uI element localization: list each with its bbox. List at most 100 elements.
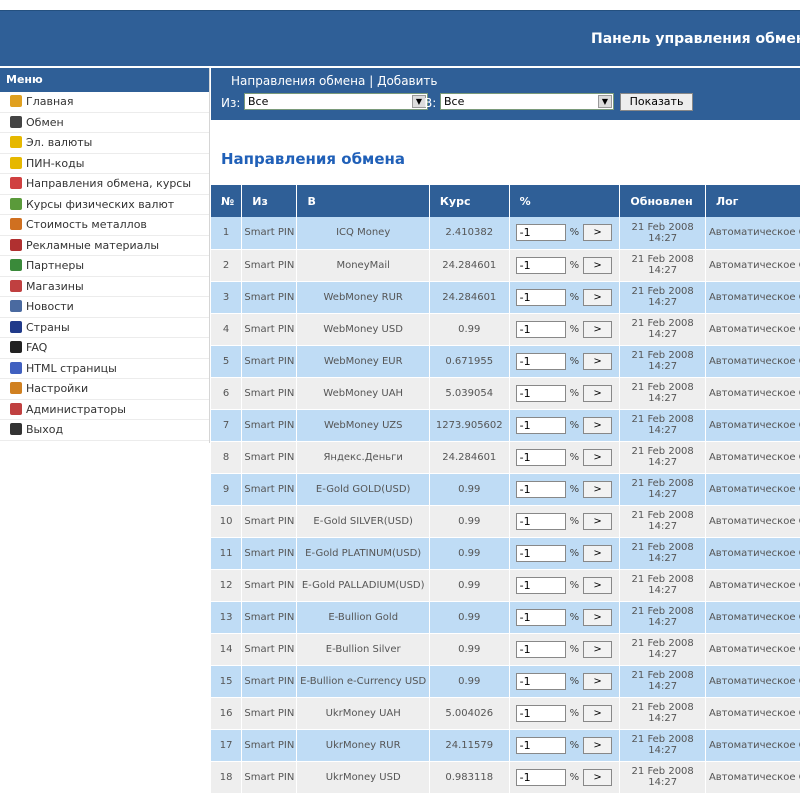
chevron-down-icon[interactable]: ▼	[598, 95, 612, 108]
sidebar-item[interactable]: HTML страницы	[0, 359, 209, 379]
percent-input[interactable]: -1	[515, 576, 566, 594]
apply-percent-button[interactable]: >	[583, 320, 613, 338]
apply-percent-button[interactable]: >	[583, 352, 613, 370]
sidebar-item[interactable]: ПИН-коды	[0, 154, 209, 174]
percent-input[interactable]: -1	[515, 352, 566, 370]
sidebar-item[interactable]: Эл. валюты	[0, 133, 209, 154]
column-header-percent[interactable]: %	[509, 185, 621, 217]
percent-input[interactable]: -1	[515, 224, 566, 242]
column-header-updated[interactable]: Обновлен	[619, 185, 706, 217]
percent-input[interactable]: -1	[515, 736, 566, 754]
apply-percent-button[interactable]: >	[583, 640, 613, 658]
cell-from: Smart PIN	[241, 249, 298, 282]
sidebar-item[interactable]: Главная	[0, 92, 209, 113]
sidebar-item[interactable]: Администраторы	[0, 400, 209, 420]
apply-percent-button[interactable]: >	[583, 672, 613, 690]
page-title: Направления обмена	[221, 150, 405, 168]
percent-sign: %	[569, 515, 580, 527]
cell-rate: 1273.905602	[429, 409, 510, 442]
percent-input[interactable]: -1	[515, 768, 566, 786]
apply-percent-button[interactable]: >	[583, 704, 613, 722]
percent-input[interactable]: -1	[515, 320, 566, 338]
table-row: 7 Smart PIN WebMoney UZS 1273.905602 -1% >21 …	[211, 409, 800, 442]
percent-input[interactable]: -1	[515, 608, 566, 626]
apply-percent-button[interactable]: >	[583, 736, 613, 754]
link-directions[interactable]: Направления обмена	[231, 74, 366, 88]
cell-rate: 0.983118	[429, 761, 510, 794]
sidebar-item-label: ПИН-коды	[26, 156, 85, 170]
cell-percent: -1% >	[509, 569, 621, 602]
link-add[interactable]: Добавить	[377, 74, 438, 88]
html-icon	[10, 361, 22, 374]
cell-to: E-Gold SILVER(USD)	[296, 505, 430, 538]
column-header-from[interactable]: Из	[241, 185, 298, 217]
chevron-down-icon[interactable]: ▼	[412, 95, 426, 108]
percent-input[interactable]: -1	[515, 416, 566, 434]
apply-percent-button[interactable]: >	[583, 288, 613, 306]
column-header-number[interactable]: №	[211, 185, 243, 217]
percent-input[interactable]: -1	[515, 480, 566, 498]
column-header-to[interactable]: В	[296, 185, 430, 217]
percent-sign: %	[569, 323, 580, 335]
apply-percent-button[interactable]: >	[583, 480, 613, 498]
apply-percent-button[interactable]: >	[583, 768, 613, 786]
sidebar-item[interactable]: Стоимость металлов	[0, 215, 209, 236]
sidebar-item[interactable]: Направления обмена, курсы	[0, 174, 209, 195]
percent-input[interactable]: -1	[515, 672, 566, 690]
percent-sign: %	[569, 547, 580, 559]
cell-percent: -1% >	[509, 409, 621, 442]
percent-input[interactable]: -1	[515, 448, 566, 466]
table-row: 9 Smart PIN E-Gold GOLD(USD) 0.99 -1% >21 Feb…	[211, 473, 800, 506]
cell-from: Smart PIN	[241, 409, 298, 442]
coin-icon	[10, 156, 22, 169]
cell-log: Автоматическое CRON	[705, 697, 800, 730]
filter-links: Направления обмена | Добавить	[231, 74, 437, 88]
apply-percent-button[interactable]: >	[583, 512, 613, 530]
show-button[interactable]: Показать	[620, 93, 693, 111]
apply-percent-button[interactable]: >	[583, 608, 613, 626]
from-select[interactable]: Все ▼	[244, 93, 428, 110]
percent-input[interactable]: -1	[515, 512, 566, 530]
cell-updated: 21 Feb 2008 14:27	[619, 409, 706, 442]
apply-percent-button[interactable]: >	[583, 224, 613, 242]
sidebar-item-label: Эл. валюты	[26, 136, 93, 149]
cell-from: Smart PIN	[241, 505, 298, 538]
sidebar-item[interactable]: Курсы физических валют	[0, 195, 209, 215]
cell-to: ICQ Money	[296, 217, 430, 250]
column-header-rate[interactable]: Курс	[429, 185, 510, 217]
percent-input[interactable]: -1	[515, 704, 566, 722]
sidebar-item[interactable]: Партнеры	[0, 256, 209, 277]
cell-from: Smart PIN	[241, 729, 298, 762]
cell-rate: 24.11579	[429, 729, 510, 762]
apply-percent-button[interactable]: >	[583, 256, 613, 274]
apply-percent-button[interactable]: >	[583, 384, 613, 402]
table-row: 17 Smart PIN UkrMoney RUR 24.11579 -1% >21 Fe…	[211, 729, 800, 762]
sidebar-item[interactable]: Новости	[0, 297, 209, 318]
sidebar-item[interactable]: Магазины	[0, 277, 209, 297]
percent-input[interactable]: -1	[515, 384, 566, 402]
cell-to: WebMoney USD	[296, 313, 430, 346]
sidebar-item[interactable]: Выход	[0, 420, 209, 441]
table-row: 4 Smart PIN WebMoney USD 0.99 -1% >21 Feb 200…	[211, 313, 800, 346]
sidebar-item[interactable]: Рекламные материалы	[0, 236, 209, 256]
apply-percent-button[interactable]: >	[583, 544, 613, 562]
sidebar-item[interactable]: FAQ	[0, 338, 209, 359]
cell-from: Smart PIN	[241, 345, 298, 378]
apply-percent-button[interactable]: >	[583, 448, 613, 466]
percent-input[interactable]: -1	[515, 288, 566, 306]
sidebar-item[interactable]: Настройки	[0, 379, 209, 400]
cell-from: Smart PIN	[241, 665, 298, 698]
cell-to: WebMoney RUR	[296, 281, 430, 314]
cell-rate: 0.99	[429, 569, 510, 602]
apply-percent-button[interactable]: >	[583, 576, 613, 594]
page-header-title: Панель управления обмен	[591, 31, 800, 47]
percent-input[interactable]: -1	[515, 544, 566, 562]
cell-to: E-Bullion Silver	[296, 633, 430, 666]
percent-input[interactable]: -1	[515, 256, 566, 274]
percent-input[interactable]: -1	[515, 640, 566, 658]
sidebar-item[interactable]: Страны	[0, 318, 209, 338]
to-select[interactable]: Все ▼	[440, 93, 614, 110]
sidebar-item[interactable]: Обмен	[0, 113, 209, 133]
apply-percent-button[interactable]: >	[583, 416, 613, 434]
column-header-log[interactable]: Лог	[705, 185, 800, 217]
